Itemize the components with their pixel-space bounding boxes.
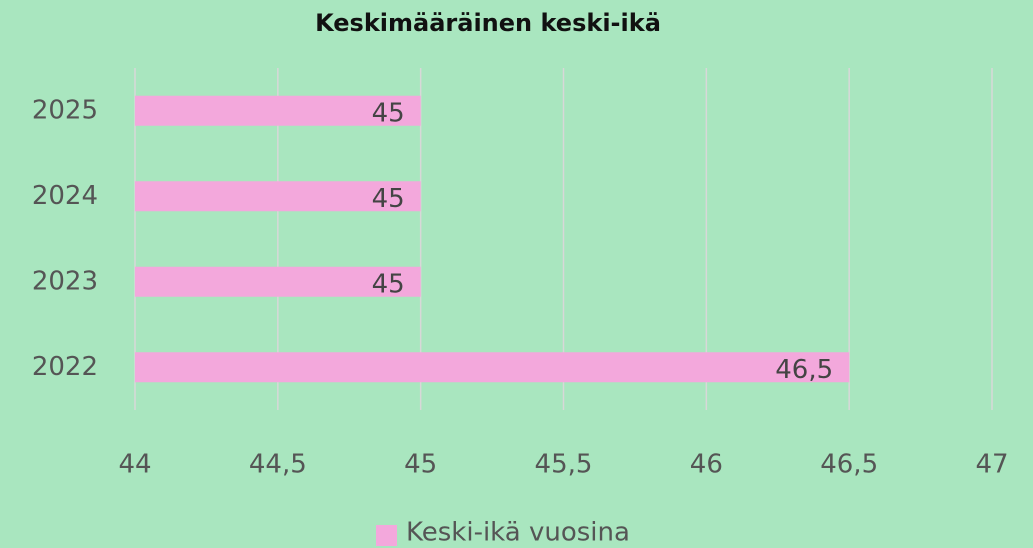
data-label: 46,5	[775, 355, 833, 385]
legend-swatch	[376, 525, 397, 546]
x-tick-label: 44,5	[249, 450, 307, 480]
x-tick-label: 45,5	[535, 450, 593, 480]
x-tick-label: 45	[404, 450, 437, 480]
y-tick-label: 2023	[32, 266, 98, 296]
legend-label: Keski-ikä vuosina	[406, 518, 630, 548]
bar	[135, 95, 421, 126]
bar	[135, 352, 850, 383]
chart-title: Keskimääräinen keski-ikä	[315, 9, 661, 37]
bar	[135, 266, 421, 297]
bar	[135, 181, 421, 212]
y-tick-label: 2022	[32, 352, 98, 382]
y-tick-label: 2025	[32, 95, 98, 125]
x-tick-label: 44	[118, 450, 151, 480]
y-tick-label: 2024	[32, 181, 98, 211]
x-tick-label: 46,5	[820, 450, 878, 480]
data-label: 45	[372, 98, 405, 128]
data-label: 45	[372, 269, 405, 299]
x-tick-label: 47	[975, 450, 1008, 480]
x-tick-label: 46	[690, 450, 723, 480]
data-label: 45	[372, 184, 405, 214]
